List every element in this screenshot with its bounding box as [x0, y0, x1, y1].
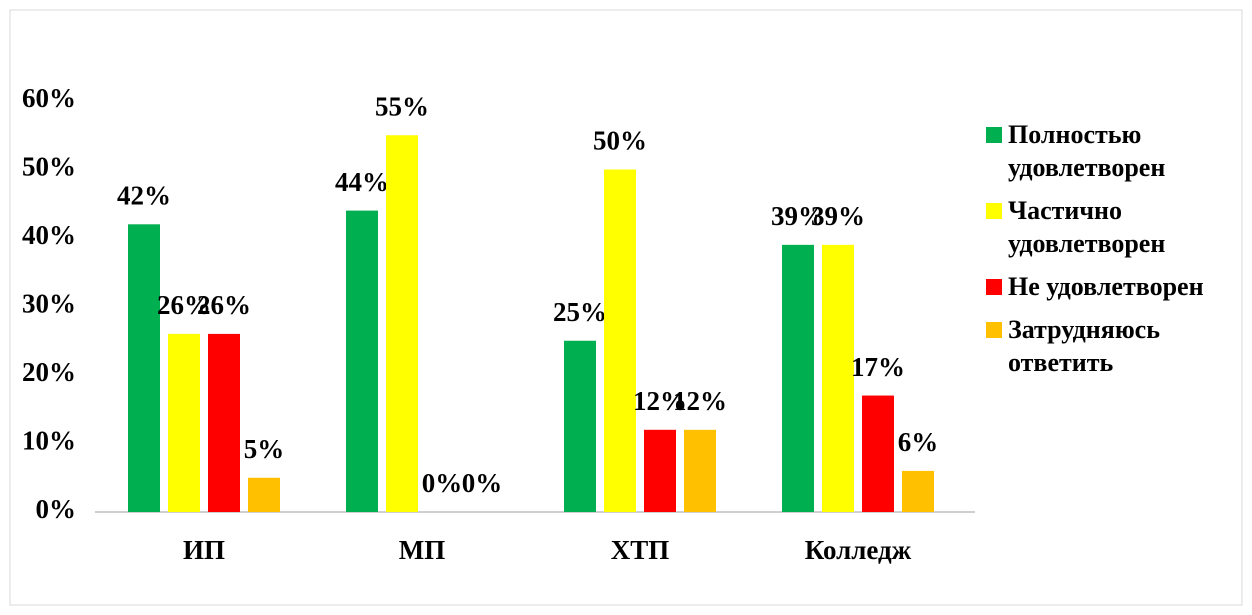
- x-tick-label: МП: [399, 535, 446, 565]
- data-label: 6%: [898, 427, 939, 457]
- data-label: 0%: [462, 468, 503, 498]
- bar: [604, 169, 636, 512]
- data-label: 25%: [553, 297, 607, 327]
- x-tick-label: Колледж: [805, 535, 912, 565]
- legend-label: Полностью удовлетворен: [1008, 120, 1166, 182]
- legend-swatch: [986, 203, 1002, 219]
- bar: [822, 244, 854, 512]
- legend-entry: Затрудняюсь ответить: [986, 313, 1248, 379]
- legend-label: Частично удовлетворен: [1008, 196, 1166, 258]
- data-label: 26%: [197, 290, 251, 320]
- bar: [168, 333, 200, 512]
- legend-swatch: [986, 279, 1002, 295]
- bar: [862, 395, 894, 512]
- bar: [248, 477, 280, 512]
- legend-entry: Не удовлетворен: [986, 270, 1248, 303]
- data-label: 50%: [593, 126, 647, 156]
- bar: [128, 224, 160, 513]
- y-tick-label: 60%: [22, 83, 76, 113]
- y-tick-label: 10%: [22, 426, 76, 456]
- bar: [644, 429, 676, 512]
- data-label: 0%: [422, 468, 463, 498]
- bar: [386, 135, 418, 512]
- bar: [902, 470, 934, 512]
- legend-entry: Частично удовлетворен: [986, 194, 1248, 260]
- data-label: 17%: [851, 352, 905, 382]
- legend-swatch: [986, 127, 1002, 143]
- data-label: 55%: [375, 91, 429, 121]
- legend-label: Затрудняюсь ответить: [1008, 315, 1160, 377]
- bar: [564, 340, 596, 512]
- y-tick-label: 40%: [22, 220, 76, 250]
- legend: Полностью удовлетворен Частично удовлетво…: [986, 118, 1248, 389]
- bar: [782, 244, 814, 512]
- bar: [208, 333, 240, 512]
- data-label: 44%: [335, 167, 389, 197]
- data-label: 12%: [633, 386, 687, 416]
- y-tick-label: 0%: [36, 494, 77, 524]
- data-label: 39%: [771, 201, 825, 231]
- legend-swatch: [986, 322, 1002, 338]
- y-tick-label: 50%: [22, 152, 76, 182]
- data-label: 39%: [811, 201, 865, 231]
- y-tick-label: 30%: [22, 289, 76, 319]
- bar: [684, 429, 716, 512]
- legend-label: Не удовлетворен: [1008, 272, 1204, 301]
- data-label: 26%: [157, 290, 211, 320]
- data-label: 42%: [117, 181, 171, 211]
- legend-entry: Полностью удовлетворен: [986, 118, 1248, 184]
- y-tick-label: 20%: [22, 357, 76, 387]
- x-tick-label: ИП: [183, 535, 225, 565]
- data-label: 5%: [244, 434, 285, 464]
- chart-frame: [9, 9, 1243, 606]
- bar: [346, 210, 378, 512]
- data-label: 12%: [673, 386, 727, 416]
- x-tick-label: ХТП: [611, 535, 670, 565]
